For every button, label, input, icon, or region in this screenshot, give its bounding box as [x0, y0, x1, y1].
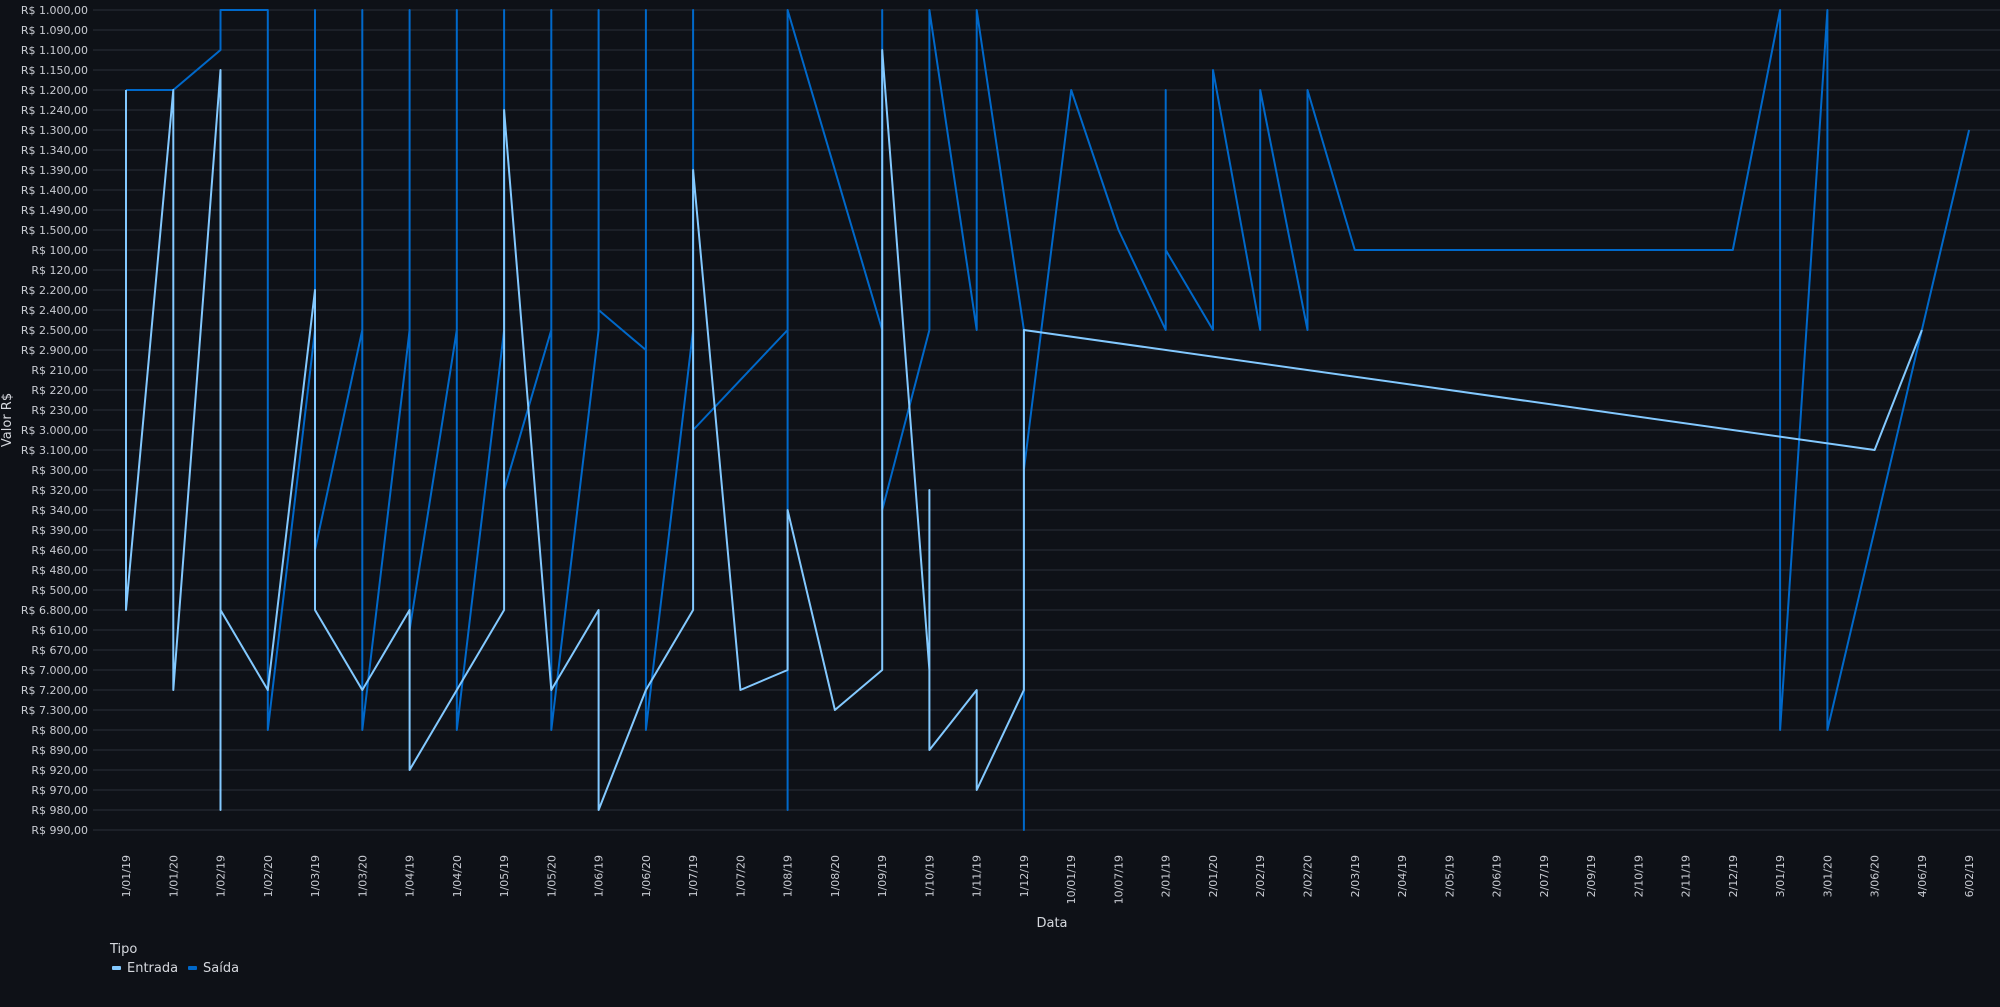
legend-title: Tipo: [109, 942, 137, 957]
x-tick-label: 2/07/19: [1538, 855, 1551, 897]
y-tick-label: R$ 100,00: [31, 244, 88, 257]
x-tick-label: 1/03/20: [356, 855, 369, 897]
x-tick-label: 1/02/20: [262, 855, 275, 897]
x-tick-label: 2/01/19: [1160, 855, 1173, 897]
x-tick-label: 1/11/19: [971, 855, 984, 897]
y-tick-label: R$ 1.390,00: [21, 164, 88, 177]
y-tick-label: R$ 220,00: [31, 384, 88, 397]
y-tick-label: R$ 990,00: [31, 824, 88, 837]
x-tick-label: 1/10/19: [923, 855, 936, 897]
y-tick-label: R$ 2.200,00: [21, 284, 88, 297]
x-tick-label: 1/05/19: [498, 855, 511, 897]
legend-item-saida[interactable]: Saída: [188, 961, 239, 976]
x-tick-label: 2/12/19: [1727, 855, 1740, 897]
legend-label-entrada: Entrada: [127, 961, 178, 976]
y-tick-label: R$ 1.240,00: [21, 104, 88, 117]
x-axis-ticks: 1/01/19 1/01/20 1/02/19 1/02/20 1/03/19 1/03/…: [120, 855, 1976, 904]
y-tick-label: R$ 1.500,00: [21, 224, 88, 237]
y-tick-label: R$ 3.100,00: [21, 444, 88, 457]
x-tick-label: 1/04/19: [404, 855, 417, 897]
x-tick-label: 2/02/19: [1254, 855, 1267, 897]
x-tick-label: 1/09/19: [876, 855, 889, 897]
x-tick-label: 3/01/19: [1774, 855, 1787, 897]
x-tick-label: 1/06/19: [593, 855, 606, 897]
x-tick-label: 6/02/19: [1963, 855, 1976, 897]
x-axis-title: Data: [1036, 916, 1067, 931]
x-tick-label: 1/06/20: [640, 855, 653, 897]
y-tick-label: R$ 800,00: [31, 724, 88, 737]
y-tick-label: R$ 3.000,00: [21, 424, 88, 437]
y-tick-label: R$ 390,00: [31, 524, 88, 537]
x-tick-label: 1/01/19: [120, 855, 133, 897]
y-tick-label: R$ 1.400,00: [21, 184, 88, 197]
y-tick-label: R$ 1.100,00: [21, 44, 88, 57]
y-tick-label: R$ 980,00: [31, 804, 88, 817]
y-tick-label: R$ 1.150,00: [21, 64, 88, 77]
y-tick-label: R$ 1.340,00: [21, 144, 88, 157]
y-tick-label: R$ 120,00: [31, 264, 88, 277]
x-tick-label: 1/08/19: [782, 855, 795, 897]
y-tick-label: R$ 610,00: [31, 624, 88, 637]
x-tick-label: 1/12/19: [1018, 855, 1031, 897]
y-tick-label: R$ 920,00: [31, 764, 88, 777]
legend-swatch-saida: [188, 966, 197, 970]
y-tick-label: R$ 320,00: [31, 484, 88, 497]
y-tick-label: R$ 6.800,00: [21, 604, 88, 617]
y-tick-label: R$ 460,00: [31, 544, 88, 557]
y-axis-ticks: R$ 1.000,00 R$ 1.090,00 R$ 1.100,00 R$ 1.15…: [21, 4, 88, 837]
x-tick-label: 1/07/20: [734, 855, 747, 897]
x-tick-label: 2/10/19: [1632, 855, 1645, 897]
y-tick-label: R$ 7.200,00: [21, 684, 88, 697]
x-tick-label: 2/05/19: [1443, 855, 1456, 897]
x-tick-label: 3/01/20: [1821, 855, 1834, 897]
x-tick-label: 1/02/19: [215, 855, 228, 897]
y-tick-label: R$ 2.400,00: [21, 304, 88, 317]
x-tick-label: 2/01/20: [1207, 855, 1220, 897]
y-axis-title: Valor R$: [0, 393, 15, 447]
x-tick-label: 3/06/20: [1869, 855, 1882, 897]
x-tick-label: 10/01/19: [1065, 855, 1078, 904]
x-tick-label: 2/02/20: [1302, 855, 1315, 897]
legend-label-saida: Saída: [203, 961, 239, 976]
x-tick-label: 1/03/19: [309, 855, 322, 897]
x-tick-label: 2/09/19: [1585, 855, 1598, 897]
series-lines: [125, 9, 1971, 831]
x-tick-label: 1/01/20: [167, 855, 180, 897]
y-tick-label: R$ 340,00: [31, 504, 88, 517]
y-tick-label: R$ 7.000,00: [21, 664, 88, 677]
x-tick-label: 4/06/19: [1916, 855, 1929, 897]
y-tick-label: R$ 2.900,00: [21, 344, 88, 357]
x-tick-label: 10/07/19: [1112, 855, 1125, 904]
y-tick-label: R$ 1.490,00: [21, 204, 88, 217]
y-tick-label: R$ 1.300,00: [21, 124, 88, 137]
y-tick-label: R$ 480,00: [31, 564, 88, 577]
y-tick-label: R$ 7.300,00: [21, 704, 88, 717]
y-tick-label: R$ 970,00: [31, 784, 88, 797]
gridlines: [93, 9, 2000, 831]
y-tick-label: R$ 670,00: [31, 644, 88, 657]
x-tick-label: 2/03/19: [1349, 855, 1362, 897]
x-tick-label: 1/08/20: [829, 855, 842, 897]
x-tick-label: 2/11/19: [1680, 855, 1693, 897]
x-tick-label: 2/06/19: [1491, 855, 1504, 897]
series-line-entrada[interactable]: [125, 49, 1923, 811]
y-tick-label: R$ 2.500,00: [21, 324, 88, 337]
legend-swatch-entrada: [112, 966, 121, 970]
x-tick-label: 1/07/19: [687, 855, 700, 897]
y-tick-label: R$ 500,00: [31, 584, 88, 597]
x-tick-label: 1/05/20: [545, 855, 558, 897]
x-tick-label: 1/04/20: [451, 855, 464, 897]
y-tick-label: R$ 1.000,00: [21, 4, 88, 17]
y-tick-label: R$ 1.200,00: [21, 84, 88, 97]
y-tick-label: R$ 210,00: [31, 364, 88, 377]
y-tick-label: R$ 1.090,00: [21, 24, 88, 37]
legend-item-entrada[interactable]: Entrada: [112, 961, 178, 976]
y-tick-label: R$ 890,00: [31, 744, 88, 757]
y-tick-label: R$ 300,00: [31, 464, 88, 477]
y-tick-label: R$ 230,00: [31, 404, 88, 417]
x-tick-label: 2/04/19: [1396, 855, 1409, 897]
legend: Tipo Entrada Saída: [109, 942, 239, 976]
